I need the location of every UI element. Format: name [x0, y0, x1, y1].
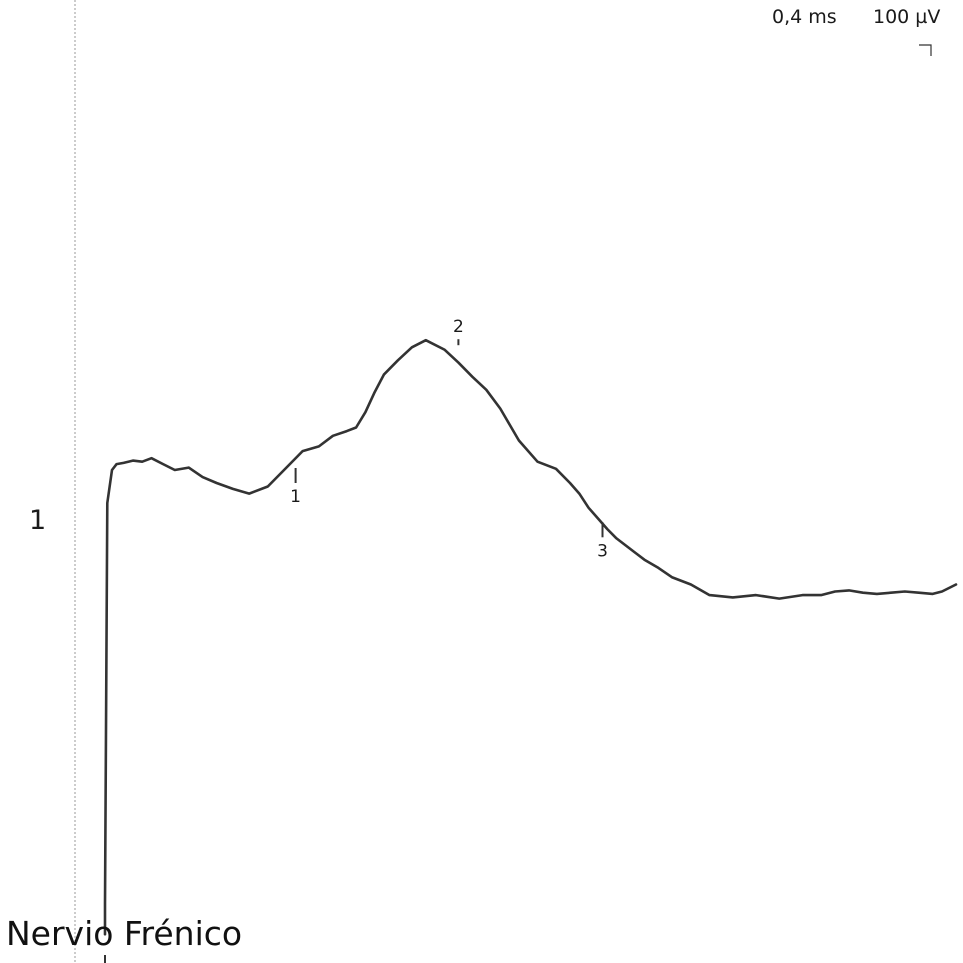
- scale-bar-corner: [919, 44, 932, 56]
- time-scale-label: 0,4 ms: [772, 6, 837, 28]
- emg-waveform-line: [103, 338, 958, 936]
- trace-number-label: 1: [29, 505, 47, 536]
- marker-3-label: 3: [597, 541, 608, 561]
- marker-1-label: 1: [290, 487, 301, 507]
- marker-layer: 1 2 3: [290, 317, 608, 561]
- nerve-name-label: Nervio Frénico: [6, 914, 243, 953]
- trace-layer: [103, 338, 958, 936]
- amplitude-scale-label: 100 µV: [873, 6, 941, 28]
- marker-2-label: 2: [453, 317, 464, 337]
